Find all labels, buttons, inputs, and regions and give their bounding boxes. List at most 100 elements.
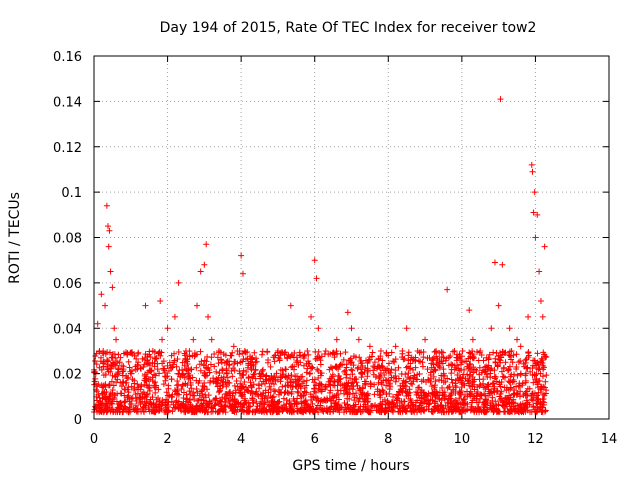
- data-point: [392, 343, 399, 350]
- data-point: [131, 377, 138, 384]
- data-point: [114, 390, 121, 397]
- data-point: [348, 325, 355, 332]
- data-point: [402, 408, 409, 415]
- data-point: [521, 363, 528, 370]
- data-point: [436, 376, 443, 383]
- data-point: [490, 388, 497, 395]
- data-point: [393, 375, 400, 382]
- data-point: [99, 395, 106, 402]
- data-point: [333, 336, 340, 343]
- data-point: [461, 380, 468, 387]
- data-point: [240, 372, 247, 379]
- data-point: [359, 389, 366, 396]
- data-point: [158, 349, 165, 356]
- data-point: [328, 375, 335, 382]
- data-point: [475, 357, 482, 364]
- data-point: [108, 378, 115, 385]
- data-point: [330, 349, 337, 356]
- data-point: [541, 243, 548, 250]
- data-point: [188, 366, 195, 373]
- data-point: [334, 350, 341, 357]
- data-point: [153, 354, 160, 361]
- data-point: [156, 370, 163, 377]
- data-point: [238, 400, 245, 407]
- data-point: [527, 368, 534, 375]
- data-point: [241, 379, 248, 386]
- data-point: [445, 354, 452, 361]
- data-point: [403, 392, 410, 399]
- data-point: [311, 388, 318, 395]
- data-point: [386, 380, 393, 387]
- data-point: [414, 389, 421, 396]
- data-point: [316, 382, 323, 389]
- data-point: [313, 394, 320, 401]
- data-point: [333, 363, 340, 370]
- data-point: [229, 349, 236, 356]
- data-point: [201, 261, 208, 268]
- data-point: [326, 366, 333, 373]
- data-point: [456, 406, 463, 413]
- data-point: [289, 384, 296, 391]
- data-point: [467, 360, 474, 367]
- data-point: [430, 368, 437, 375]
- y-tick-label: 0.1: [61, 186, 82, 201]
- data-point: [199, 387, 206, 394]
- data-point: [314, 366, 321, 373]
- data-point: [541, 384, 548, 391]
- data-point: [411, 407, 418, 414]
- data-point: [229, 408, 236, 415]
- data-point: [165, 382, 172, 389]
- data-point: [105, 243, 112, 250]
- data-point: [346, 395, 353, 402]
- data-points: [91, 96, 550, 416]
- data-point: [284, 389, 291, 396]
- data-point: [329, 365, 336, 372]
- data-point: [379, 357, 386, 364]
- data-point: [249, 359, 256, 366]
- data-point: [318, 381, 325, 388]
- data-point: [220, 376, 227, 383]
- data-point: [481, 364, 488, 371]
- data-point: [120, 405, 127, 412]
- data-point: [198, 396, 205, 403]
- data-point: [510, 399, 517, 406]
- data-point: [246, 403, 253, 410]
- data-point: [417, 399, 424, 406]
- data-point: [205, 313, 212, 320]
- data-point: [462, 358, 469, 365]
- data-point: [522, 372, 529, 379]
- data-point: [189, 374, 196, 381]
- data-point: [98, 291, 105, 298]
- data-point: [430, 408, 437, 415]
- data-point: [293, 359, 300, 366]
- data-point: [309, 400, 316, 407]
- data-point: [364, 398, 371, 405]
- data-point: [248, 382, 255, 389]
- data-point: [470, 355, 477, 362]
- data-point: [95, 401, 102, 408]
- data-point: [107, 391, 114, 398]
- data-point: [92, 375, 99, 382]
- data-point: [291, 366, 298, 373]
- data-point: [311, 257, 318, 264]
- data-point: [434, 407, 441, 414]
- data-point: [247, 379, 254, 386]
- data-point: [354, 382, 361, 389]
- data-point: [264, 399, 271, 406]
- data-point: [543, 372, 550, 379]
- data-point: [355, 398, 362, 405]
- data-point: [348, 406, 355, 412]
- data-point: [216, 370, 223, 377]
- data-point: [154, 366, 161, 373]
- data-point: [124, 351, 131, 358]
- data-point: [502, 374, 509, 381]
- data-point: [253, 358, 260, 365]
- data-point: [533, 392, 540, 399]
- data-point: [461, 396, 468, 403]
- data-point: [401, 405, 408, 412]
- data-point: [341, 406, 348, 413]
- data-point: [370, 367, 377, 374]
- data-point: [409, 402, 416, 409]
- data-point: [281, 390, 288, 397]
- data-point: [245, 360, 252, 367]
